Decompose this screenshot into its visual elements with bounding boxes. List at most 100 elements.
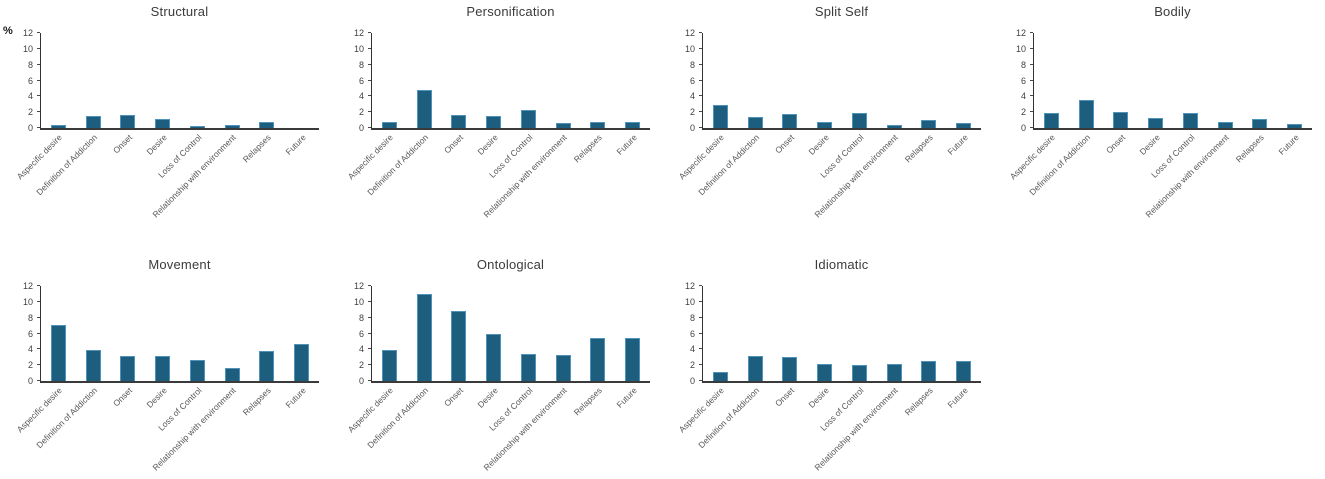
y-tick-label: 10	[22, 296, 33, 307]
bar-slot	[703, 33, 738, 128]
x-tick-label: Relapses	[902, 385, 936, 418]
bars	[41, 33, 319, 128]
y-tick-mark	[699, 380, 702, 381]
chart-structural: Structural % 0 2 4 6 8 10 12 Aspecific desire De…	[0, 0, 331, 239]
y-tick-label: 10	[684, 43, 695, 54]
chart-title: Movement	[148, 257, 211, 272]
bar	[817, 122, 833, 128]
x-tick-label: Onset	[110, 132, 134, 156]
chart-body: 0 2 4 6 8 10 12 Aspecific desire Definition of A…	[993, 28, 1324, 230]
bar-slot	[546, 33, 581, 128]
y-tick-label: 10	[22, 43, 33, 54]
y-tick-label: 12	[22, 28, 33, 38]
bar	[50, 124, 66, 128]
x-tick-label: Future	[614, 132, 639, 157]
y-tick-label: 0	[689, 123, 695, 133]
y-tick-label: 4	[1020, 91, 1026, 102]
bar-slot	[407, 33, 442, 128]
x-tick-label: Desire	[1136, 132, 1162, 157]
chart-title: Bodily	[1154, 4, 1191, 19]
bar-slot	[41, 286, 76, 381]
bar	[259, 350, 275, 381]
bars	[372, 33, 650, 128]
chart-bodily: Bodily 0 2 4 6 8 10 12 Aspecific desire Definiti…	[993, 0, 1324, 239]
y-tick-label: 0	[689, 376, 695, 386]
x-tick-label: Onset	[441, 385, 465, 409]
plot	[371, 33, 650, 130]
y-axis-unit-label: %	[3, 25, 13, 37]
bar-slot	[145, 286, 180, 381]
x-tick-label: Desire	[805, 385, 831, 410]
y-tick-mark	[699, 364, 702, 366]
plot-area: 0 2 4 6 8 10 12	[331, 281, 650, 386]
y-tick-label: 4	[358, 91, 364, 102]
y-tick-mark	[368, 332, 371, 334]
bar-slot	[877, 286, 912, 381]
bar-slot	[372, 286, 407, 381]
y-tick-mark	[37, 111, 40, 113]
bar	[921, 361, 937, 381]
empty-cell	[993, 239, 1324, 478]
y-tick-mark	[368, 127, 371, 128]
bar	[381, 121, 397, 128]
bars	[703, 33, 981, 128]
y-tick-mark	[1030, 32, 1033, 33]
y-tick-mark	[37, 95, 40, 97]
bar-slot	[284, 33, 319, 128]
bar-slot	[145, 33, 180, 128]
bar-slot	[250, 33, 285, 128]
bar-slot	[442, 33, 477, 128]
bar	[1148, 117, 1164, 128]
bar-slot	[111, 286, 146, 381]
plot	[40, 286, 319, 383]
y-tick-mark	[37, 47, 40, 49]
y-tick-label: 0	[27, 376, 33, 386]
bar	[921, 120, 937, 128]
bar	[956, 123, 972, 128]
x-tick-label: Future	[1276, 132, 1301, 157]
y-tick-mark	[37, 63, 40, 65]
bars	[1034, 33, 1312, 128]
y-tick-mark	[1030, 79, 1033, 81]
y-tick-label: 4	[27, 91, 33, 102]
y-tick-mark	[699, 348, 702, 350]
y-tick-label: 6	[27, 328, 33, 339]
bar-slot	[372, 33, 407, 128]
bar	[85, 116, 101, 128]
y-tick-label: 6	[1020, 75, 1026, 86]
x-tick-label: Onset	[110, 385, 134, 409]
x-tick-label: Definition of Addiction	[33, 132, 99, 198]
bar-slot	[1138, 33, 1173, 128]
bar	[486, 116, 502, 128]
y-tick-mark	[37, 380, 40, 381]
bar	[1113, 112, 1129, 128]
bar-slot	[1243, 33, 1278, 128]
plot	[40, 33, 319, 130]
bar	[259, 121, 275, 128]
bar-slot	[111, 33, 146, 128]
y-tick-label: 12	[1015, 28, 1026, 38]
bar	[625, 338, 641, 381]
x-tick-label: Onset	[441, 132, 465, 156]
y-tick-label: 2	[27, 107, 33, 118]
y-tick-mark	[368, 95, 371, 97]
bar-slot	[738, 33, 773, 128]
y-tick-label: 12	[22, 281, 33, 291]
y-tick-mark	[368, 285, 371, 286]
plot-area: 0 2 4 6 8 10 12	[331, 28, 650, 133]
y-tick-label: 6	[358, 328, 364, 339]
x-tick-label: Definition of Addiction	[695, 132, 761, 198]
x-tick-label: Relapses	[571, 132, 605, 165]
bar	[451, 310, 467, 381]
x-tick-label: Future	[614, 385, 639, 410]
bars	[372, 286, 650, 381]
y-tick-mark	[699, 47, 702, 49]
bar-slot	[615, 286, 650, 381]
bar-slot	[581, 286, 616, 381]
chart-body: 0 2 4 6 8 10 12 Aspecific desire Definition of A…	[662, 28, 993, 230]
bar	[555, 354, 571, 381]
bar	[747, 356, 763, 381]
bar-slot	[76, 33, 111, 128]
chart-split-self: Split Self 0 2 4 6 8 10 12 Aspecific desire Defi…	[662, 0, 993, 239]
x-axis-labels: Aspecific desire Definition of Addiction O…	[677, 383, 981, 479]
